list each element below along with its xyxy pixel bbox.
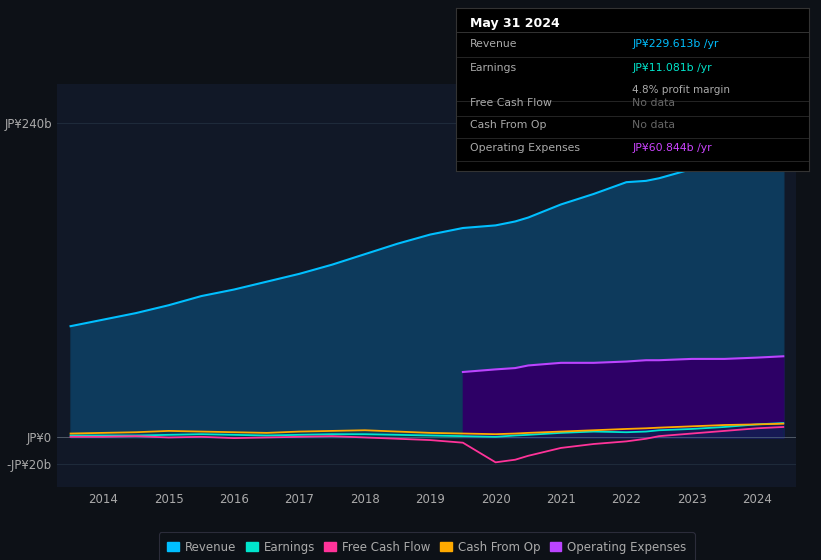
Text: Cash From Op: Cash From Op — [470, 120, 546, 130]
Text: Operating Expenses: Operating Expenses — [470, 143, 580, 153]
Text: 4.8% profit margin: 4.8% profit margin — [632, 85, 730, 95]
Text: JP¥11.081b /yr: JP¥11.081b /yr — [632, 63, 712, 73]
Text: Revenue: Revenue — [470, 39, 517, 49]
Text: No data: No data — [632, 120, 675, 130]
Text: Free Cash Flow: Free Cash Flow — [470, 97, 552, 108]
Text: No data: No data — [632, 97, 675, 108]
Text: May 31 2024: May 31 2024 — [470, 17, 560, 30]
Legend: Revenue, Earnings, Free Cash Flow, Cash From Op, Operating Expenses: Revenue, Earnings, Free Cash Flow, Cash … — [159, 533, 695, 560]
Text: JP¥229.613b /yr: JP¥229.613b /yr — [632, 39, 718, 49]
Text: Earnings: Earnings — [470, 63, 517, 73]
Text: JP¥60.844b /yr: JP¥60.844b /yr — [632, 143, 712, 153]
